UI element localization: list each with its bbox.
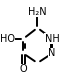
Text: HO: HO	[0, 34, 15, 44]
Text: O: O	[20, 64, 27, 74]
Text: N: N	[48, 48, 56, 58]
Text: NH: NH	[45, 34, 60, 44]
Text: H₂N: H₂N	[28, 7, 47, 17]
